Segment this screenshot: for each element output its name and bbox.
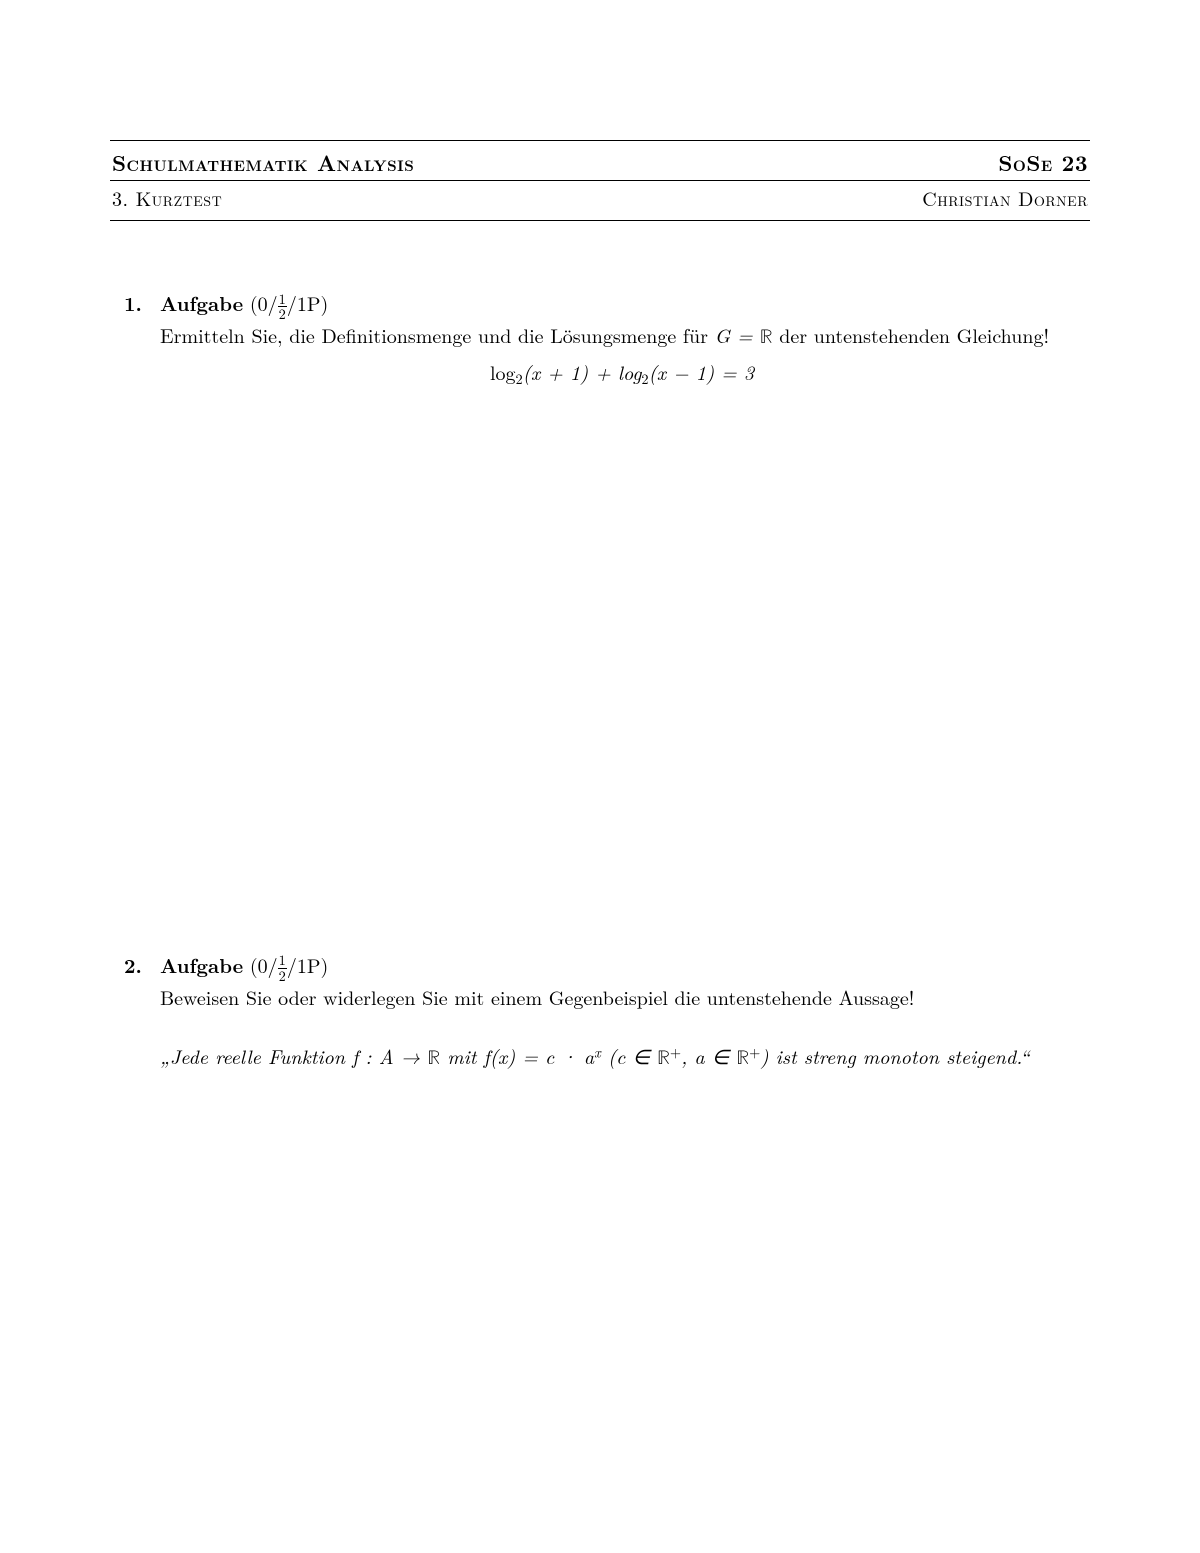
quote-math5: ) ist streng monoton steigend. (760, 1041, 1019, 1070)
task-2: 2. Aufgabe (0/12/1P) Beweisen Sie oder w… (124, 951, 1084, 1071)
page-content: 1. Aufgabe (0/12/1P) Ermitteln Sie, die … (110, 221, 1090, 1071)
task-1-prompt-math: G = (715, 320, 760, 349)
eq-mid2: (x − 1) = 3 (649, 357, 754, 386)
test-name: 3. Kurztest (112, 183, 222, 212)
task-1-label: Aufgabe (160, 288, 243, 317)
eq-sub2: 2 (641, 369, 648, 389)
task-2-frac-den: 2 (278, 969, 287, 983)
task-1-number: 1. (124, 289, 160, 316)
task-1-points-pre: (0/ (250, 288, 278, 317)
course-title: Schulmathematik Analysis (112, 147, 414, 178)
task-2-points-post: /1P) (287, 950, 328, 979)
answer-space-1 (124, 396, 1084, 951)
task-1-points-post: /1P) (287, 288, 328, 317)
task-2-points-pre: (0/ (250, 950, 278, 979)
quote-math4: , a ∈ (681, 1041, 736, 1070)
quote-plus2: + (749, 1043, 760, 1063)
quote-plus1: + (670, 1043, 681, 1063)
quote-t1: Jede reelle Funktion (170, 1041, 352, 1070)
eq-sub1: 2 (516, 369, 523, 389)
quote-set1: ℝ (427, 1046, 440, 1069)
semester: SoSe 23 (998, 147, 1088, 178)
quote-math3: (c ∈ (601, 1041, 657, 1070)
quote-exp: x (594, 1043, 601, 1063)
task-1-points: (0/12/1P) (250, 288, 328, 317)
quote-set3: ℝ (736, 1046, 749, 1069)
quote-close: “ (1020, 1041, 1030, 1070)
quote-open: „ (160, 1041, 170, 1070)
task-1: 1. Aufgabe (0/12/1P) Ermitteln Sie, die … (124, 289, 1084, 396)
header-row-bottom: 3. Kurztest Christian Dorner (110, 180, 1090, 220)
task-1-prompt-set: ℝ (760, 325, 773, 348)
task-2-number: 2. (124, 951, 160, 978)
task-1-equation: log2(x + 1) + log2(x − 1) = 3 (160, 358, 1084, 389)
quote-math1: f : A → (352, 1041, 427, 1070)
task-2-quote: „Jede reelle Funktion f : A → ℝ mit f(x)… (160, 1010, 1084, 1071)
quote-set2: ℝ (657, 1046, 670, 1069)
task-1-body: Aufgabe (0/12/1P) Ermitteln Sie, die Def… (160, 289, 1084, 396)
eq-log1: log (490, 357, 516, 386)
author-name: Christian Dorner (922, 183, 1088, 212)
task-1-prompt-pre: Ermitteln Sie, die Definitionsmenge und … (160, 320, 715, 349)
task-2-body: Aufgabe (0/12/1P) Beweisen Sie oder wide… (160, 951, 1084, 1071)
task-2-prompt: Beweisen Sie oder widerlegen Sie mit ein… (160, 982, 914, 1011)
task-2-points-frac: 12 (278, 953, 287, 983)
header-row-top: Schulmathematik Analysis SoSe 23 (110, 141, 1090, 180)
exam-page: Schulmathematik Analysis SoSe 23 3. Kurz… (0, 0, 1200, 1553)
page-header: Schulmathematik Analysis SoSe 23 3. Kurz… (110, 140, 1090, 221)
task-1-frac-den: 2 (278, 307, 287, 321)
task-1-prompt-post: der untenstehenden Gleichung! (773, 320, 1049, 349)
quote-math2: mit f(x) = c · a (440, 1041, 594, 1070)
task-2-points: (0/12/1P) (250, 950, 328, 979)
task-2-label: Aufgabe (160, 950, 243, 979)
task-1-points-frac: 12 (278, 292, 287, 322)
eq-mid1: (x + 1) + log (523, 357, 642, 386)
